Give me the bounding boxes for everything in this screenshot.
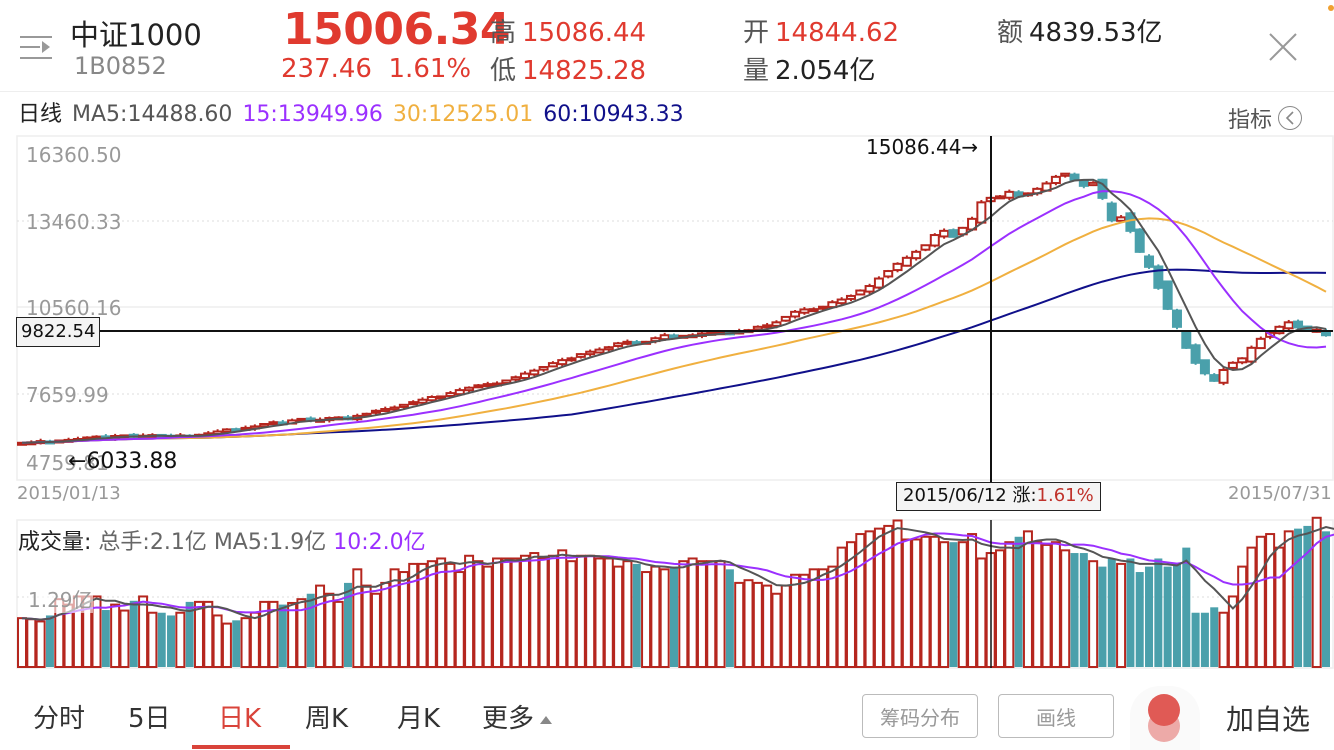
open-label: 开 [743, 18, 770, 48]
chevron-left-icon [1278, 106, 1303, 130]
menu-icon[interactable] [18, 32, 52, 62]
draw-line-button[interactable]: 画线 [998, 694, 1114, 738]
tab-daily-k[interactable]: 日K [218, 704, 262, 734]
ma60-value: 60:10943.33 [543, 102, 684, 127]
active-tab-indicator [192, 745, 290, 749]
price-panel-frame [16, 135, 1334, 481]
volume-ma-layer [21, 525, 1334, 621]
notification-dot [1328, 5, 1334, 11]
ma5-value: MA5:14488.60 [72, 102, 233, 127]
kline-chart[interactable]: 16360.50 13460.33 10560.16 7659.99 4759.… [0, 0, 1334, 680]
period-label: 日线 [18, 102, 63, 127]
low-marker: ←6033.88 [68, 449, 178, 474]
volume-y-tick: 1.29亿 [28, 584, 93, 613]
volume-ma10: 10:2.0亿 [333, 530, 426, 555]
high-marker: 15086.44→ [866, 135, 979, 159]
tab-weekly-k[interactable]: 周K [305, 704, 349, 734]
tab-more-label: 更多 [482, 704, 535, 734]
open-value: 14844.62 [775, 18, 900, 48]
low-field: 低 14825.28 [490, 50, 646, 87]
tab-intraday[interactable]: 分时 [33, 704, 86, 734]
record-icon [1148, 694, 1180, 726]
index-name: 中证1000 [70, 18, 202, 52]
amount-label: 额 [997, 18, 1024, 48]
price-change: 237.46 1.61% [281, 54, 471, 84]
low-value: 14825.28 [522, 56, 647, 86]
volume-legend: 成交量: 总手:2.1亿 MA5:1.9亿 10:2.0亿 [18, 524, 426, 556]
amount-value: 4839.53亿 [1029, 18, 1163, 48]
ma30-value: 30:12525.01 [392, 102, 534, 127]
ma-legend: 日线 MA5:14488.60 15:13949.96 30:12525.01 60:1… [18, 96, 694, 128]
tab-5day[interactable]: 5日 [128, 704, 171, 734]
crosshair-pct: 1.61% [1036, 485, 1094, 506]
current-price: 15006.34 [283, 4, 511, 55]
change-value: 237.46 [281, 54, 372, 84]
y-tick: 13460.33 [26, 210, 121, 234]
record-button[interactable] [1130, 686, 1200, 750]
high-field: 高 15086.44 [490, 12, 646, 49]
open-field: 开 14844.62 [743, 12, 899, 49]
volume-bars-layer [17, 516, 1330, 669]
end-date: 2015/07/31 [1228, 483, 1332, 504]
y-tick: 16360.50 [26, 143, 121, 167]
close-icon[interactable] [1266, 30, 1300, 64]
start-date: 2015/01/13 [17, 483, 121, 504]
change-percent: 1.61% [388, 54, 472, 84]
tab-more[interactable]: 更多 [482, 698, 553, 735]
crosshair-price-tag: 9822.54 [16, 317, 101, 347]
high-value: 15086.44 [522, 18, 647, 48]
amount-field: 额 4839.53亿 [997, 12, 1163, 49]
indicator-label: 指标 [1228, 108, 1273, 133]
chip-distribution-button[interactable]: 筹码分布 [862, 694, 978, 738]
tab-monthly-k[interactable]: 月K [397, 704, 441, 734]
low-label: 低 [490, 56, 517, 86]
ma15-value: 15:13949.96 [242, 102, 383, 127]
add-to-watchlist-button[interactable]: 加自选 [1226, 703, 1311, 736]
index-code: 1B0852 [74, 52, 167, 80]
crosshair-date-tag: 2015/06/12 涨:1.61% [896, 482, 1101, 511]
volume-total-ma5: 总手:2.1亿 MA5:1.9亿 [98, 530, 327, 555]
volume-label: 成交量: [18, 530, 92, 555]
indicator-button[interactable]: 指标 [1228, 102, 1303, 134]
y-tick: 7659.99 [26, 383, 109, 407]
moving-averages-layer [21, 178, 1327, 444]
y-tick: 4759.81 [26, 451, 109, 475]
volume-panel-frame [16, 519, 1334, 669]
y-tick: 10560.16 [26, 296, 121, 320]
quote-header: 中证1000 1B0852 15006.34 237.46 1.61% 高 150… [0, 0, 1334, 92]
volume-value: 2.054亿 [775, 56, 876, 86]
volume-label: 量 [743, 56, 770, 86]
crosshair-date: 2015/06/12 涨: [903, 485, 1037, 506]
high-label: 高 [490, 18, 517, 48]
caret-up-icon [540, 715, 553, 724]
volume-field: 量 2.054亿 [743, 50, 875, 87]
